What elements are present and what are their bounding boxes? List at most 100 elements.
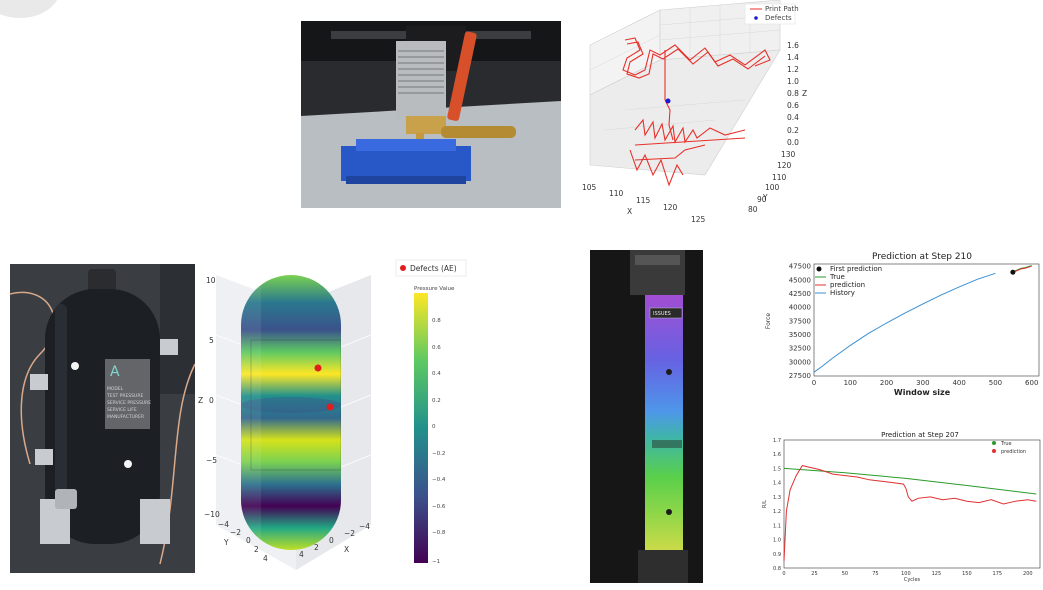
- y-tick-label: 45000: [789, 276, 811, 284]
- series-line-true: [783, 467, 1037, 495]
- colorbar-tick: 0.4: [432, 371, 441, 377]
- z-tick: 1.0: [787, 77, 799, 86]
- colorbar-tick: 0: [432, 424, 436, 430]
- y-tick: −4: [218, 520, 229, 529]
- x-axis-label: Cycles: [904, 577, 921, 583]
- colorbar-title: Pressure Value: [414, 286, 455, 292]
- svg-text:TEST PRESSURE: TEST PRESSURE: [106, 393, 143, 399]
- x-tick: −2: [344, 529, 355, 538]
- corner-circle-decoration: [0, 0, 60, 18]
- y-tick: 2: [254, 545, 259, 554]
- legend-prediction: prediction: [830, 281, 865, 289]
- x-tick-label: 300: [916, 379, 929, 387]
- y-axis-label: Y: [762, 193, 768, 202]
- defect-point: [314, 364, 322, 372]
- x-axis-label: Window size: [894, 388, 951, 397]
- y-tick-label: 30000: [789, 358, 811, 366]
- colorbar-tick: −1: [432, 559, 440, 565]
- x-tick-label: 600: [1025, 379, 1038, 387]
- x-tick-label: 50: [842, 571, 848, 577]
- x-tick: 120: [663, 203, 678, 212]
- y-tick-label: 1.5: [773, 466, 781, 472]
- y-tick-label: 1.2: [773, 509, 781, 515]
- y-tick-label: 1.0: [773, 538, 781, 544]
- x-tick: 110: [609, 189, 624, 198]
- y-tick: 110: [772, 173, 787, 182]
- y-tick-label: 40000: [789, 304, 811, 312]
- y-tick-label: 1.7: [773, 438, 781, 444]
- z-tick: −5: [206, 456, 217, 465]
- resistance-prediction-chart: Prediction at Step 207 0.8 0.9 1.0 1.1 1.2 1.…: [760, 428, 1043, 583]
- legend-print-path: Print Path: [765, 5, 799, 13]
- chart-title: Prediction at Step 207: [881, 431, 959, 439]
- x-tick: 4: [299, 550, 304, 559]
- defect-point: [665, 98, 671, 104]
- x-tick: 2: [314, 543, 319, 552]
- y-tick: 4: [263, 554, 268, 563]
- colorbar-tick: 0.8: [432, 318, 441, 324]
- y-tick: 120: [777, 161, 792, 170]
- legend-prediction: prediction: [1001, 449, 1026, 455]
- x-tick-label: 100: [901, 571, 911, 577]
- colorbar-tick: 0.6: [432, 345, 441, 351]
- y-tick: 90: [757, 195, 767, 204]
- z-tick: 1.6: [787, 41, 799, 50]
- tank-label-text: MODEL TEST PRESSURE SERVICE PRESSURE SER…: [106, 386, 151, 420]
- y-tick: 80: [748, 205, 758, 214]
- plot-frame: [783, 439, 1041, 569]
- svg-text:A: A: [110, 364, 120, 380]
- defect-point: [326, 403, 334, 411]
- printer-photo: [301, 21, 561, 208]
- legend-defects-ae: Defects (AE): [410, 264, 457, 273]
- z-tick: 0.2: [787, 126, 799, 135]
- z-axis-label: Z: [198, 396, 203, 405]
- z-tick: −10: [204, 510, 220, 519]
- y-tick: 130: [781, 150, 796, 159]
- specimen-strain-image: ISSUES: [590, 250, 703, 583]
- z-tick: 1.4: [787, 53, 799, 62]
- x-tick: 115: [636, 196, 651, 205]
- z-axis-label: Z: [802, 89, 807, 98]
- z-tick: 1.2: [787, 65, 799, 74]
- chart-title: Prediction at Step 210: [872, 252, 972, 262]
- colorbar-tick: −0.6: [432, 504, 446, 510]
- legend-true: True: [829, 273, 845, 281]
- y-tick-label: 32500: [789, 345, 811, 353]
- svg-text:SERVICE LIFE: SERVICE LIFE: [107, 407, 137, 413]
- legend-true: True: [1000, 441, 1012, 447]
- colorbar-tick: −0.2: [432, 451, 445, 457]
- x-tick: 105: [582, 183, 597, 192]
- svg-text:SERVICE PRESSURE: SERVICE PRESSURE: [107, 400, 151, 406]
- legend-history: History: [830, 289, 855, 297]
- plot-frame: [813, 263, 1040, 377]
- series-line-history: [813, 272, 996, 373]
- z-tick: 0.4: [787, 113, 799, 122]
- x-tick-label: 25: [811, 571, 817, 577]
- z-tick: 10: [206, 276, 216, 285]
- print-path-3d-plot: Print Path Defects 0.0 0.2 0.4 0.6 0.8 1…: [565, 0, 810, 225]
- z-tick: 0: [209, 396, 214, 405]
- specimen-tag: ISSUES: [653, 311, 671, 317]
- x-tick: −4: [359, 522, 370, 531]
- series-line-true: [1013, 265, 1032, 273]
- x-tick: 0: [329, 536, 334, 545]
- y-tick: −2: [230, 528, 241, 537]
- svg-text:MANUFACTURER: MANUFACTURER: [107, 414, 144, 420]
- y-tick: 0: [246, 536, 251, 545]
- z-tick: 0.8: [787, 89, 799, 98]
- chart-legend: True prediction: [992, 441, 1026, 455]
- x-tick-label: 0: [782, 571, 785, 577]
- x-tick-label: 100: [844, 379, 857, 387]
- x-tick-label: 125: [932, 571, 942, 577]
- force-prediction-chart: Prediction at Step 210 27500 30000 32500 35…: [760, 249, 1043, 399]
- x-tick-label: 175: [993, 571, 1003, 577]
- y-axis-label: Force: [765, 313, 772, 330]
- y-axis-label: Y: [223, 538, 229, 547]
- x-axis-label: X: [344, 545, 349, 554]
- y-tick-label: 1.3: [773, 495, 781, 501]
- z-tick: 5: [209, 336, 214, 345]
- y-axis-label: R/L: [762, 500, 768, 508]
- y-tick-label: 1.4: [773, 481, 781, 487]
- pressure-tank-photo: A MODEL TEST PRESSURE SERVICE PRESSURE S…: [10, 264, 195, 573]
- y-tick-label: 37500: [789, 317, 811, 325]
